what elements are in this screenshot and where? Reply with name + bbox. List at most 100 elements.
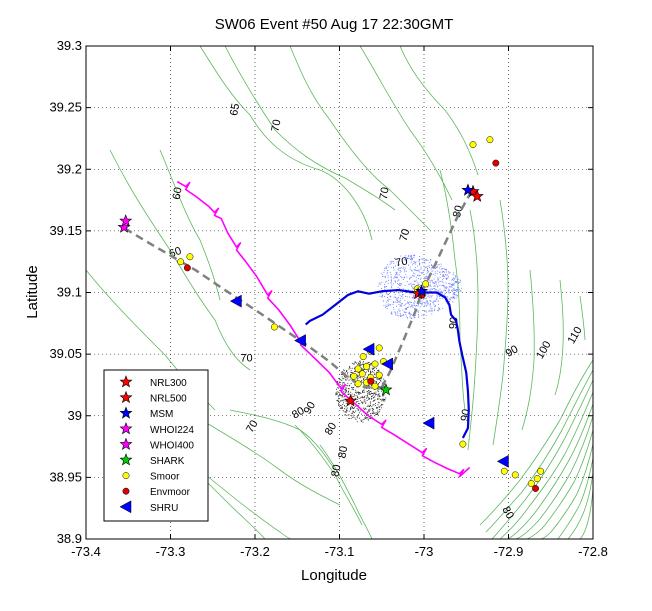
cloud-point <box>351 416 353 418</box>
cloud-point <box>337 391 339 393</box>
cloud-point <box>370 393 372 395</box>
cloud-point <box>445 285 447 287</box>
cloud-point <box>402 288 404 290</box>
cloud-point <box>407 301 409 303</box>
cloud-point <box>363 409 365 410</box>
cloud-point <box>348 418 350 419</box>
smoor-marker <box>371 360 379 368</box>
cloud-point <box>385 266 387 268</box>
cloud-point <box>366 418 368 420</box>
contour-line <box>485 369 593 533</box>
cloud-point <box>362 402 364 403</box>
cloud-point <box>368 410 370 412</box>
cloud-point <box>427 269 428 271</box>
cloud-point <box>368 419 369 421</box>
contour-label: 80 <box>336 445 350 459</box>
cloud-point <box>370 391 372 393</box>
cloud-point <box>411 255 412 257</box>
cloud-point <box>421 300 423 302</box>
cloud-point <box>417 274 419 276</box>
cloud-point <box>338 392 340 394</box>
x-tick-label: -73 <box>415 544 434 559</box>
markers <box>117 136 545 492</box>
cloud-point <box>393 283 395 285</box>
cloud-point <box>380 292 382 294</box>
cloud-point <box>351 393 353 395</box>
cloud-point <box>429 303 431 305</box>
cloud-point <box>446 302 448 304</box>
cloud-point <box>445 271 447 273</box>
cloud-point <box>374 396 376 398</box>
cloud-point <box>369 402 371 404</box>
cloud-point <box>357 362 359 364</box>
contour-label: 65 <box>228 102 242 116</box>
cloud-point <box>363 401 365 403</box>
x-tick-label: -73.1 <box>325 544 355 559</box>
cloud-point <box>387 275 389 277</box>
cloud-point <box>398 270 400 272</box>
dashed-lines <box>124 190 473 389</box>
cloud-point <box>346 370 348 371</box>
cloud-point <box>386 281 388 282</box>
cloud-point <box>368 398 370 400</box>
cloud-point <box>349 384 351 386</box>
cloud-point <box>417 265 418 267</box>
cloud-point <box>357 375 359 377</box>
cloud-point <box>432 288 433 290</box>
cloud-point <box>370 371 372 373</box>
cloud-point <box>347 388 349 389</box>
cloud-point <box>405 255 407 257</box>
cloud-point <box>414 308 416 310</box>
cloud-point <box>411 259 413 261</box>
cloud-point <box>363 389 365 391</box>
cloud-point <box>455 290 457 291</box>
cloud-point <box>435 299 437 300</box>
envmoor-marker <box>367 377 375 385</box>
cloud-point <box>413 288 415 290</box>
cloud-point <box>343 378 345 380</box>
cloud-point <box>393 296 395 298</box>
x-tick-label: -73.3 <box>156 544 186 559</box>
cloud-point <box>372 410 374 412</box>
cloud-point <box>383 305 385 307</box>
cloud-point <box>432 301 434 303</box>
contour-line <box>159 149 221 301</box>
cloud-point <box>346 371 348 372</box>
cloud-point <box>454 277 456 279</box>
cloud-point <box>426 300 428 302</box>
cloud-point <box>430 259 432 261</box>
cloud-point <box>366 406 368 407</box>
cloud-point <box>351 367 353 369</box>
cloud-point <box>427 269 429 271</box>
cloud-point <box>367 411 369 413</box>
cloud-point <box>456 288 458 290</box>
cloud-point <box>452 284 454 286</box>
cloud-point <box>398 279 400 281</box>
cloud-point <box>437 286 438 288</box>
cloud-point <box>373 373 375 375</box>
cloud-point <box>395 273 397 275</box>
cloud-point <box>384 286 386 288</box>
cloud-point <box>438 291 440 293</box>
cloud-point <box>381 377 383 379</box>
cloud-point <box>406 276 408 278</box>
cloud-point <box>377 401 379 403</box>
cloud-point <box>376 371 377 373</box>
cloud-point <box>383 394 385 396</box>
contour-label: 90 <box>504 343 521 360</box>
cloud-point <box>348 379 350 381</box>
cloud-point <box>397 298 399 299</box>
cloud-point <box>419 302 421 304</box>
cloud-point <box>414 300 416 302</box>
cloud-point <box>406 317 408 319</box>
cloud-point <box>356 416 358 418</box>
cloud-point <box>437 280 439 282</box>
cloud-point <box>386 293 388 295</box>
cloud-point <box>418 304 420 306</box>
cloud-point <box>426 273 428 275</box>
cloud-point <box>452 296 454 298</box>
cloud-point <box>415 279 417 281</box>
cloud-point <box>438 282 440 284</box>
cloud-point <box>448 298 450 300</box>
